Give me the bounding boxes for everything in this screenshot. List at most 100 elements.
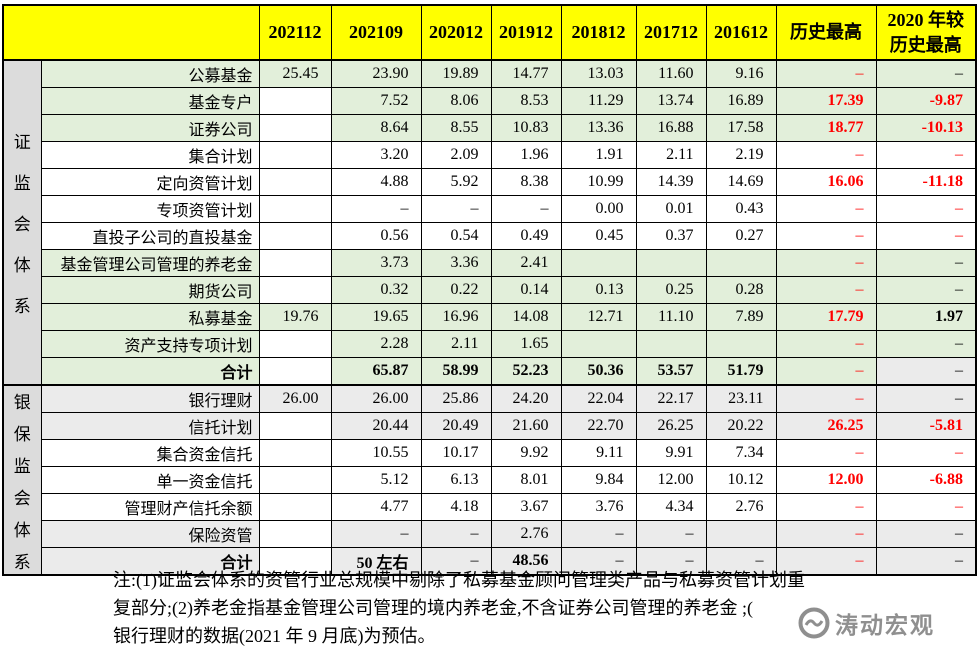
data-cell: 0.43 <box>705 195 777 223</box>
data-cell: -10.13 <box>875 114 977 142</box>
data-cell: 4.18 <box>420 493 492 521</box>
data-cell: 0.54 <box>420 222 492 250</box>
data-cell: – <box>775 357 877 386</box>
data-cell: 11.29 <box>560 87 637 115</box>
data-cell <box>258 114 332 142</box>
data-cell <box>258 195 332 223</box>
data-cell: 0.56 <box>330 222 422 250</box>
data-cell: 10.55 <box>330 439 422 467</box>
data-cell: 23.90 <box>330 59 422 88</box>
data-cell: 13.03 <box>560 59 637 88</box>
data-cell: – <box>875 439 977 467</box>
data-cell: 26.25 <box>635 412 707 440</box>
row-label: 单一资金信托 <box>40 466 260 494</box>
data-cell: 19.76 <box>258 303 332 331</box>
data-cell: 22.17 <box>635 384 707 413</box>
column-header: 202112 <box>258 4 332 61</box>
row-label: 基金专户 <box>40 87 260 115</box>
row-label: 私募基金 <box>40 303 260 331</box>
data-cell: 7.52 <box>330 87 422 115</box>
data-cell: 11.10 <box>635 303 707 331</box>
data-cell: 9.92 <box>490 439 562 467</box>
data-cell: 8.06 <box>420 87 492 115</box>
row-label: 定向资管计划 <box>40 168 260 196</box>
data-cell: 50.36 <box>560 357 637 386</box>
data-cell: – <box>420 520 492 548</box>
data-cell: 16.88 <box>635 114 707 142</box>
column-header: 202012 <box>420 4 492 61</box>
data-cell: 1.91 <box>560 141 637 169</box>
data-cell: – <box>490 195 562 223</box>
footnote-line: 银行理财的数据(2021 年 9 月底)为预估。 <box>113 626 436 646</box>
data-cell <box>258 87 332 115</box>
table-row: 直投子公司的直投基金 0.56 0.54 0.49 0.45 0.37 0.27– – <box>3 222 977 250</box>
column-header: 201812 <box>560 4 637 61</box>
data-cell: 2.09 <box>420 141 492 169</box>
data-cell: – <box>560 547 637 576</box>
data-cell: 7.34 <box>705 439 777 467</box>
data-cell <box>258 330 332 358</box>
data-cell: 50 左右 <box>330 547 422 576</box>
row-label: 证券公司 <box>40 114 260 142</box>
data-cell <box>258 520 332 548</box>
row-label: 集合资金信托 <box>40 439 260 467</box>
data-cell: 48.56 <box>490 547 562 576</box>
data-cell <box>705 330 777 358</box>
data-cell: 8.38 <box>490 168 562 196</box>
table-row: 专项资管计划 – – –0.00 0.01 0.43– – <box>3 195 977 223</box>
data-cell: 0.01 <box>635 195 707 223</box>
data-cell: 8.64 <box>330 114 422 142</box>
row-label: 资产支持专项计划 <box>40 330 260 358</box>
row-label: 管理财产信托余额 <box>40 493 260 521</box>
data-cell: 26.00 <box>258 384 332 413</box>
data-cell <box>258 141 332 169</box>
data-cell: 0.28 <box>705 276 777 304</box>
data-cell: 0.32 <box>330 276 422 304</box>
table-row: 合计 50 左右 –48.56– – – – – <box>3 547 977 576</box>
data-cell: – <box>775 330 877 358</box>
data-cell: 2.76 <box>705 493 777 521</box>
data-cell: 0.13 <box>560 276 637 304</box>
data-cell: – <box>775 195 877 223</box>
column-header: 201612 <box>705 4 777 61</box>
data-cell: 10.83 <box>490 114 562 142</box>
row-label: 合计 <box>40 547 260 576</box>
table-row: 集合资金信托 10.55 10.17 9.92 9.11 9.91 7.34– – <box>3 439 977 467</box>
data-cell: – <box>775 493 877 521</box>
column-header: 201712 <box>635 4 707 61</box>
data-cell: 0.45 <box>560 222 637 250</box>
table-row: 银保监会体系银行理财 26.00 26.00 25.86 24.20 22.04 22.17… <box>2 384 977 576</box>
corner-cell <box>2 4 260 61</box>
data-cell: 22.04 <box>560 384 637 413</box>
data-cell: 12.00 <box>775 466 877 494</box>
data-cell: 17.79 <box>775 303 877 331</box>
data-cell: – <box>775 520 877 548</box>
data-cell: – <box>875 330 977 358</box>
data-cell <box>258 412 332 440</box>
table-row: 基金管理公司管理的养老金 3.73 3.36 2.41 – – <box>3 249 977 277</box>
column-header: 202109 <box>330 4 422 61</box>
data-cell <box>560 330 637 358</box>
data-cell: – <box>775 384 877 413</box>
data-cell <box>258 249 332 277</box>
asset-management-scale-table: 202112 202109 202012 201912 201812 201712 2016… <box>2 4 977 576</box>
data-cell: 0.00 <box>560 195 637 223</box>
data-cell: – <box>330 520 422 548</box>
data-cell: 3.67 <box>490 493 562 521</box>
data-cell: 2.28 <box>330 330 422 358</box>
data-cell: 2.76 <box>490 520 562 548</box>
column-header: 201912 <box>490 4 562 61</box>
data-cell: 0.27 <box>705 222 777 250</box>
footnotes: 注:(1)证监会体系的资管行业总规模中剔除了私募基金顾问管理类产品与私募资管计划… <box>113 566 888 650</box>
data-cell: 65.87 <box>330 357 422 386</box>
data-cell: – <box>635 547 707 576</box>
data-cell: – <box>875 222 977 250</box>
data-cell: 14.08 <box>490 303 562 331</box>
data-cell <box>258 168 332 196</box>
data-cell: 26.00 <box>330 384 422 413</box>
watermark: 涛动宏观 <box>798 604 935 642</box>
table-row: 定向资管计划 4.88 5.92 8.38 10.99 14.39 14.69 16.06 -1… <box>3 168 977 196</box>
data-cell: 25.45 <box>258 59 332 88</box>
data-cell: 51.79 <box>705 357 777 386</box>
data-cell: 13.74 <box>635 87 707 115</box>
